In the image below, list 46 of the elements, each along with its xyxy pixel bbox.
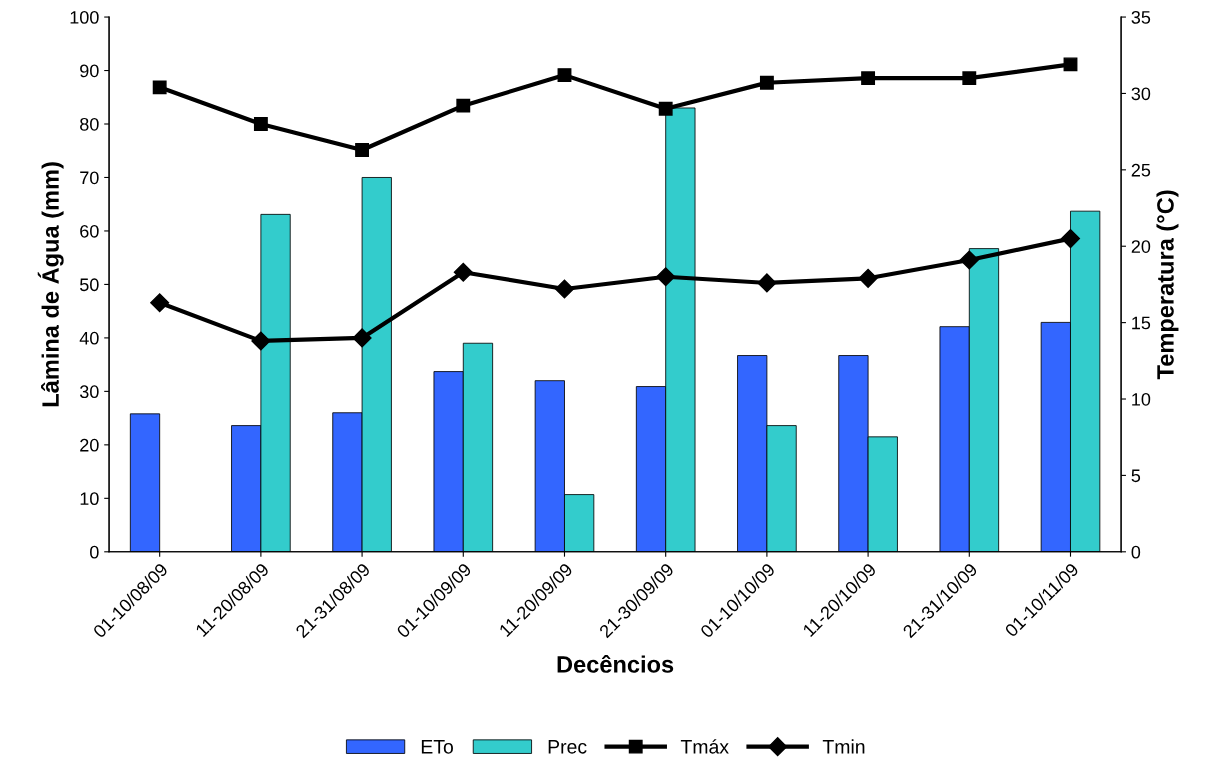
y-tick-label: 80 bbox=[80, 117, 99, 131]
y2-tick-label: 5 bbox=[1131, 469, 1141, 483]
y2-tick-label: 25 bbox=[1131, 163, 1151, 177]
point bbox=[251, 331, 271, 351]
legend-label: Tmáx bbox=[680, 739, 729, 754]
y-tick-label: 90 bbox=[80, 64, 99, 78]
y-tick-label: 30 bbox=[79, 385, 99, 399]
point bbox=[1060, 229, 1081, 249]
y2-tick-label: 20 bbox=[1131, 240, 1151, 253]
legend-label: Prec bbox=[548, 740, 587, 754]
legend-label: Tmin bbox=[822, 739, 865, 754]
point bbox=[152, 80, 167, 95]
y2-tick-label: 10 bbox=[1132, 392, 1151, 406]
y-tick-label: 20 bbox=[80, 438, 99, 452]
y-tick-label: 10 bbox=[80, 492, 99, 506]
point bbox=[355, 143, 370, 157]
point bbox=[456, 98, 471, 113]
y-tick-label: 60 bbox=[80, 224, 99, 238]
point bbox=[253, 117, 268, 131]
y2-tick-label: 35 bbox=[1131, 10, 1151, 24]
x-axis-title: Decêncios bbox=[557, 654, 674, 673]
point bbox=[557, 68, 572, 83]
point bbox=[658, 101, 673, 116]
y2-tick-label: 30 bbox=[1131, 87, 1151, 101]
legend-label: ETo bbox=[421, 740, 453, 754]
y-tick-label: 70 bbox=[80, 171, 99, 185]
point bbox=[554, 279, 575, 299]
y2-axis-title: Temperatura (°C) bbox=[1156, 190, 1179, 380]
point bbox=[757, 273, 777, 293]
y-axis-title: Lâmina de Água (mm) bbox=[37, 162, 64, 407]
point bbox=[656, 267, 676, 287]
point bbox=[759, 75, 774, 90]
point bbox=[453, 262, 473, 282]
y-tick-label: 40 bbox=[79, 331, 99, 345]
y2-tick-label: 15 bbox=[1132, 316, 1151, 330]
point bbox=[150, 293, 170, 313]
point bbox=[1063, 57, 1078, 72]
point bbox=[959, 250, 979, 270]
point bbox=[352, 328, 372, 348]
point bbox=[962, 71, 977, 86]
y-tick-label: 100 bbox=[70, 10, 99, 24]
y2-tick-label: 0 bbox=[1131, 545, 1141, 559]
point bbox=[861, 71, 876, 86]
y-tick-label: 0 bbox=[90, 545, 99, 559]
y-tick-label: 50 bbox=[80, 278, 99, 292]
point bbox=[858, 268, 878, 288]
